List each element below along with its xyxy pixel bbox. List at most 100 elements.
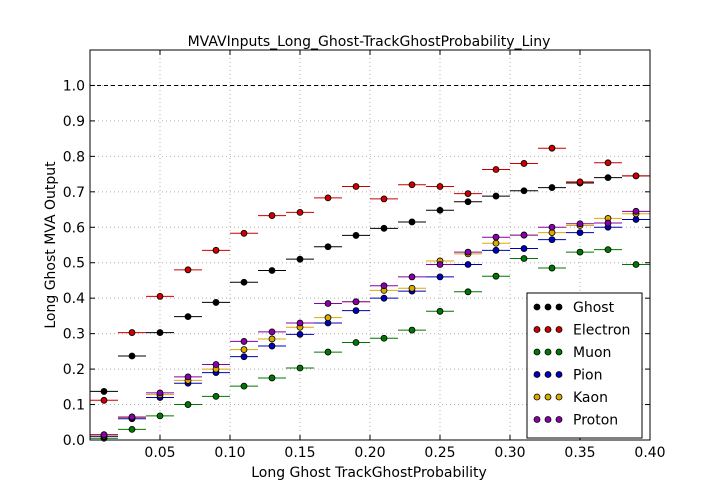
x-tick-label: 0.05 <box>144 445 175 461</box>
data-point <box>604 174 612 182</box>
data-point <box>548 223 556 231</box>
series-electron <box>90 144 650 404</box>
chart-title: MVAVInputs_Long_Ghost-TrackGhostProbabil… <box>188 34 551 50</box>
data-point <box>436 307 444 315</box>
legend-marker <box>555 303 563 311</box>
x-tick-label: 0.30 <box>494 445 525 461</box>
data-point <box>240 229 248 237</box>
data-point <box>492 272 500 280</box>
data-point <box>492 246 500 254</box>
data-point <box>492 239 500 247</box>
data-point <box>492 166 500 173</box>
data-point <box>576 178 584 186</box>
legend-item-kaon: Kaon <box>533 390 608 406</box>
data-point <box>268 342 276 350</box>
data-point <box>408 273 416 281</box>
data-point <box>520 187 528 195</box>
data-point <box>128 413 136 421</box>
data-point <box>380 334 388 342</box>
legend: Ghost Electron Muon Pion Kaon Proton <box>526 292 643 439</box>
data-point <box>604 246 612 254</box>
legend-marker <box>555 371 563 378</box>
data-point <box>548 184 556 191</box>
data-point <box>268 267 276 274</box>
data-point <box>492 192 500 200</box>
y-tick-label: 1.0 <box>63 78 85 94</box>
legend-marker <box>533 393 541 401</box>
data-point <box>520 231 528 239</box>
data-point <box>100 431 108 439</box>
data-point <box>464 198 472 206</box>
legend-marker <box>544 371 552 378</box>
legend-marker <box>544 326 552 333</box>
data-point <box>352 232 360 239</box>
legend-marker <box>544 393 552 401</box>
data-point <box>352 298 360 306</box>
x-tick-label: 0.25 <box>424 445 455 461</box>
legend-label: Proton <box>573 413 618 429</box>
data-point <box>268 374 276 382</box>
legend-label: Pion <box>573 368 602 384</box>
data-point <box>240 346 248 353</box>
x-tick-label: 0.35 <box>564 445 595 461</box>
y-tick-label: 0.7 <box>63 185 85 201</box>
data-point <box>128 425 136 433</box>
y-tick-label: 0.8 <box>63 149 85 165</box>
data-point <box>604 219 612 227</box>
legend-item-muon: Muon <box>533 345 611 361</box>
legend-label: Ghost <box>573 300 615 316</box>
data-point <box>520 160 528 167</box>
data-point <box>632 207 640 215</box>
y-tick-label: 0.4 <box>63 291 85 307</box>
series-layer <box>90 144 650 442</box>
y-tick-label: 0.6 <box>63 220 85 236</box>
data-point <box>296 364 304 372</box>
data-point <box>268 328 276 336</box>
data-point <box>352 339 360 346</box>
legend-box <box>526 292 643 439</box>
legend-marker <box>555 393 563 401</box>
legend-marker <box>533 371 541 378</box>
data-point <box>464 190 472 197</box>
series-proton <box>90 207 650 439</box>
data-point <box>576 248 584 256</box>
data-point <box>324 314 332 322</box>
y-tick-label: 0.0 <box>63 433 85 449</box>
data-point <box>436 206 444 214</box>
data-point <box>324 194 332 202</box>
data-point <box>184 401 192 408</box>
data-point <box>156 329 164 336</box>
legend-marker <box>544 303 552 311</box>
data-point <box>408 218 416 226</box>
data-point <box>492 233 500 241</box>
x-tick-label: 0.40 <box>634 445 665 461</box>
data-point <box>240 278 248 286</box>
legend-marker <box>544 348 552 356</box>
legend-marker <box>555 326 563 333</box>
legend-marker <box>533 348 541 356</box>
data-point <box>436 261 444 268</box>
data-point <box>520 245 528 252</box>
x-tick-label: 0.20 <box>354 445 385 461</box>
data-point <box>632 261 640 268</box>
data-point <box>408 326 416 334</box>
data-point <box>240 338 248 345</box>
legend-label: Kaon <box>573 390 608 406</box>
y-tick-label: 0.5 <box>63 256 85 272</box>
data-point <box>408 181 416 189</box>
y-tick-label: 0.1 <box>63 398 85 414</box>
data-point <box>548 144 556 152</box>
data-point <box>128 352 136 360</box>
data-point <box>212 361 220 368</box>
y-tick-label: 0.9 <box>63 114 85 130</box>
data-point <box>184 313 192 321</box>
data-point <box>380 294 388 302</box>
data-point <box>268 212 276 219</box>
y-tick-label: 0.2 <box>63 362 85 378</box>
x-tick-label: 0.15 <box>284 445 315 461</box>
data-point <box>296 208 304 216</box>
data-point <box>128 329 136 336</box>
y-tick-label: 0.3 <box>63 327 85 343</box>
data-point <box>436 183 444 190</box>
